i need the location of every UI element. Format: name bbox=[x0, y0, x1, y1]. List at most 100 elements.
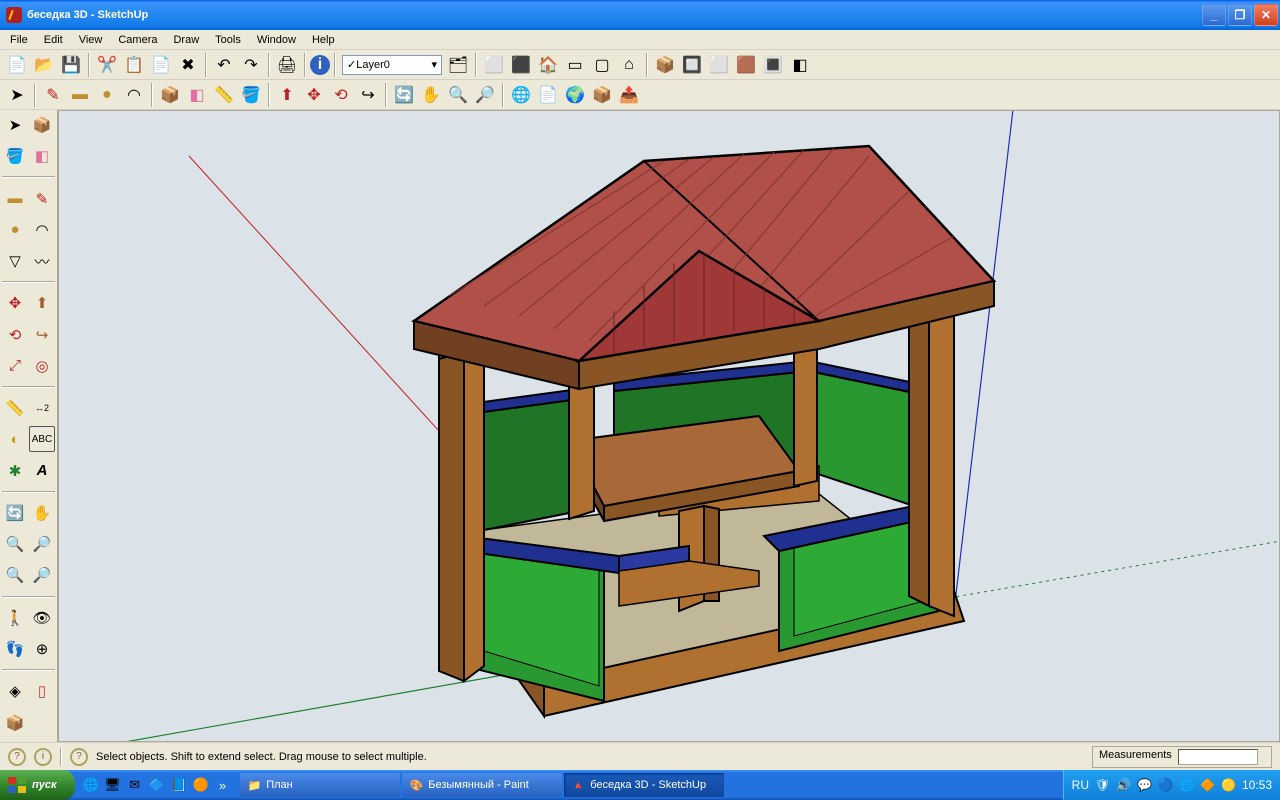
new-button[interactable]: 📄 bbox=[4, 52, 30, 78]
ql-app3-icon[interactable]: 🟠 bbox=[191, 774, 211, 796]
tray-icon[interactable]: 🟡 bbox=[1221, 778, 1236, 792]
ql-more-icon[interactable]: » bbox=[213, 774, 233, 796]
circle-tool[interactable]: ● bbox=[94, 82, 120, 108]
ql-ie-icon[interactable]: 🌐 bbox=[81, 774, 101, 796]
undo-button[interactable]: ↶ bbox=[211, 52, 237, 78]
circle-tool-s[interactable]: ● bbox=[2, 217, 28, 243]
line-tool[interactable]: ✎ bbox=[40, 82, 66, 108]
arc-tool[interactable]: ◠ bbox=[121, 82, 147, 108]
display-section-plane-s[interactable]: ◈ bbox=[2, 678, 28, 704]
tape-measure-tool[interactable]: 📏 bbox=[211, 82, 237, 108]
rectangle-tool-s[interactable]: ▬ bbox=[2, 186, 28, 212]
xray-button[interactable]: 📦 bbox=[652, 52, 678, 78]
walk-tool-s[interactable]: 👣 bbox=[2, 636, 28, 662]
shaded-textures-button[interactable]: 🔳 bbox=[760, 52, 786, 78]
open-button[interactable]: 📂 bbox=[31, 52, 57, 78]
ql-mail-icon[interactable]: ✉ bbox=[125, 774, 145, 796]
monochrome-button[interactable]: ◧ bbox=[787, 52, 813, 78]
push-pull-tool-s[interactable]: ⬆ bbox=[29, 290, 55, 316]
model-info-button[interactable]: i bbox=[310, 55, 330, 75]
freehand-tool-s[interactable]: 〰 bbox=[29, 248, 55, 274]
eraser-tool-s[interactable]: ◧ bbox=[29, 143, 55, 169]
zoom-extents-tool[interactable]: 🔎 bbox=[472, 82, 498, 108]
preview-ge-button[interactable]: 🌍 bbox=[562, 82, 588, 108]
rotate-tool-s[interactable]: ⟲ bbox=[2, 322, 28, 348]
paint-bucket-tool[interactable]: 🪣 bbox=[238, 82, 264, 108]
cut-button[interactable]: ✂️ bbox=[94, 52, 120, 78]
move-tool[interactable]: ✥ bbox=[301, 82, 327, 108]
orbit-tool[interactable]: 🔄 bbox=[391, 82, 417, 108]
zoom-tool-s[interactable]: 🔍 bbox=[2, 531, 28, 557]
zoom-tool[interactable]: 🔍 bbox=[445, 82, 471, 108]
iso-view-button[interactable]: ⬜ bbox=[481, 52, 507, 78]
ql-app2-icon[interactable]: 📘 bbox=[169, 774, 189, 796]
component-tool[interactable]: 📦 bbox=[157, 82, 183, 108]
offset-tool-s[interactable]: ◎ bbox=[29, 353, 55, 379]
hidden-line-button[interactable]: ⬜ bbox=[706, 52, 732, 78]
status-icon-3[interactable]: ? bbox=[70, 748, 88, 766]
toggle-terrain-button[interactable]: 📄 bbox=[535, 82, 561, 108]
pan-tool-s[interactable]: ✋ bbox=[29, 500, 55, 526]
status-icon-2[interactable]: i bbox=[34, 748, 52, 766]
eraser-tool[interactable]: ◧ bbox=[184, 82, 210, 108]
menu-tools[interactable]: Tools bbox=[207, 32, 249, 48]
right-view-button[interactable]: ▭ bbox=[562, 52, 588, 78]
3dtext-tool-s[interactable]: A bbox=[29, 458, 55, 484]
get-models-button-s[interactable]: 📦 bbox=[2, 710, 28, 736]
back-view-button[interactable]: ▢ bbox=[589, 52, 615, 78]
copy-button[interactable]: 📋 bbox=[121, 52, 147, 78]
tray-icon[interactable]: 🔊 bbox=[1116, 778, 1131, 792]
select-tool-s[interactable]: ➤ bbox=[2, 112, 28, 138]
push-pull-tool[interactable]: ⬆ bbox=[274, 82, 300, 108]
delete-button[interactable]: ✖ bbox=[175, 52, 201, 78]
start-button[interactable]: пуск bbox=[0, 770, 75, 800]
close-button[interactable]: ✕ bbox=[1254, 4, 1278, 26]
measurements-input[interactable] bbox=[1178, 749, 1258, 765]
layer-manager-button[interactable]: 🗂 bbox=[445, 52, 471, 78]
save-button[interactable]: 💾 bbox=[58, 52, 84, 78]
share-button[interactable]: 📤 bbox=[616, 82, 642, 108]
task-button-plan[interactable]: 📁 План bbox=[240, 773, 400, 797]
warehouse-button[interactable]: 📦 bbox=[589, 82, 615, 108]
get-location-button[interactable]: 🌐 bbox=[508, 82, 534, 108]
polygon-tool-s[interactable]: ▽ bbox=[2, 248, 28, 274]
ql-app1-icon[interactable]: 🔷 bbox=[147, 774, 167, 796]
zoom-window-tool-s[interactable]: 🔎 bbox=[29, 531, 55, 557]
front-view-button[interactable]: 🏠 bbox=[535, 52, 561, 78]
left-view-button[interactable]: ⌂ bbox=[616, 52, 642, 78]
task-button-sketchup[interactable]: 🔺 беседка 3D - SketchUp bbox=[564, 773, 724, 797]
tray-icon[interactable]: 🛡 bbox=[1095, 778, 1110, 792]
3d-viewport[interactable] bbox=[58, 110, 1280, 742]
redo-button[interactable]: ↷ bbox=[238, 52, 264, 78]
tray-icon[interactable]: 🔶 bbox=[1200, 778, 1215, 792]
dimension-tool-s[interactable]: ↔2 bbox=[29, 395, 55, 421]
paste-button[interactable]: 📄 bbox=[148, 52, 174, 78]
look-around-tool-s[interactable]: 👁 bbox=[29, 605, 55, 631]
axes-tool-s[interactable]: ✱ bbox=[2, 458, 28, 484]
maximize-button[interactable]: ❐ bbox=[1228, 4, 1252, 26]
follow-me-tool-s[interactable]: ↪ bbox=[29, 322, 55, 348]
display-section-cut-s[interactable]: ▯ bbox=[29, 678, 55, 704]
task-button-paint[interactable]: 🎨 Безымянный - Paint bbox=[402, 773, 562, 797]
scale-tool-s[interactable]: ⤢ bbox=[2, 353, 28, 379]
status-icon-1[interactable]: ? bbox=[8, 748, 26, 766]
top-view-button[interactable]: ⬛ bbox=[508, 52, 534, 78]
arc-tool-s[interactable]: ◠ bbox=[29, 217, 55, 243]
rotate-tool[interactable]: ⟲ bbox=[328, 82, 354, 108]
follow-me-tool[interactable]: ↪ bbox=[355, 82, 381, 108]
menu-draw[interactable]: Draw bbox=[165, 32, 207, 48]
menu-view[interactable]: View bbox=[71, 32, 111, 48]
rectangle-tool[interactable]: ▬ bbox=[67, 82, 93, 108]
protractor-tool-s[interactable]: ◐ bbox=[2, 426, 28, 452]
zoom-extents-tool-s[interactable]: 🔎 bbox=[29, 562, 55, 588]
tray-icon[interactable]: 🔵 bbox=[1158, 778, 1173, 792]
section-tool-s[interactable]: ⊕ bbox=[29, 636, 55, 662]
select-tool[interactable]: ➤ bbox=[4, 82, 30, 108]
previous-tool-s[interactable]: 🔍 bbox=[2, 562, 28, 588]
pan-tool[interactable]: ✋ bbox=[418, 82, 444, 108]
menu-file[interactable]: File bbox=[2, 32, 36, 48]
lang-indicator[interactable]: RU bbox=[1072, 778, 1089, 792]
tray-icon[interactable]: 💬 bbox=[1137, 778, 1152, 792]
menu-camera[interactable]: Camera bbox=[110, 32, 165, 48]
menu-help[interactable]: Help bbox=[304, 32, 343, 48]
